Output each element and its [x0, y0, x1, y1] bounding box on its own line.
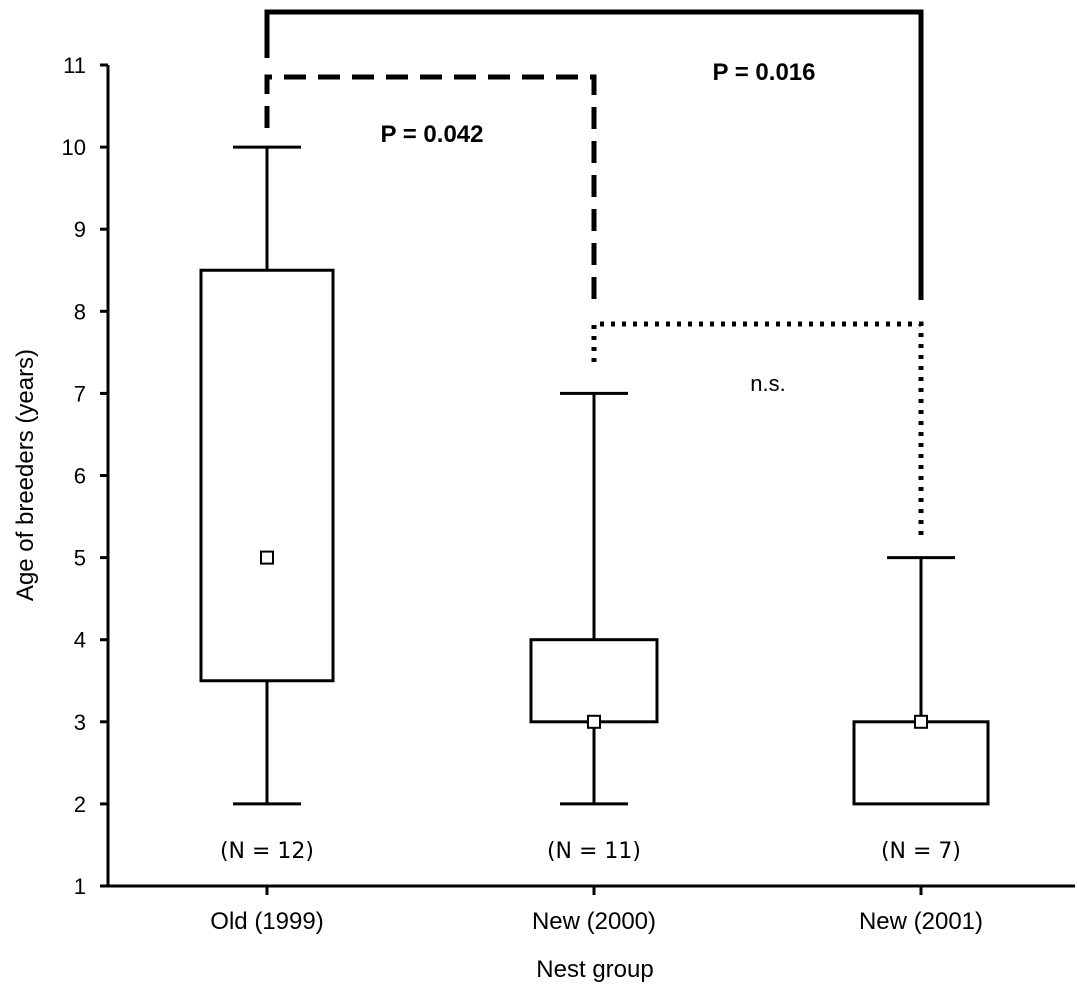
- y-tick-label: 8: [74, 299, 86, 324]
- iqr-box: [199, 268, 335, 683]
- y-tick-label: 1: [74, 874, 86, 899]
- y-tick-label: 6: [74, 464, 86, 489]
- box-1: (N = 12): [199, 145, 335, 864]
- x-tick-label: New (2000): [532, 908, 656, 935]
- y-tick-label: 5: [74, 546, 86, 571]
- iqr-box: [529, 638, 659, 724]
- ns-label: n.s.: [750, 371, 785, 396]
- median-marker: [587, 714, 601, 729]
- sample-size-label: (N = 11): [547, 839, 641, 864]
- y-tick-label: 4: [74, 628, 86, 653]
- box-2: (N = 11): [529, 391, 659, 864]
- y-ticks: 1 2 3 4 5 6 7 8 9 10 11: [62, 53, 108, 899]
- bracket-dotted: [591, 321, 924, 540]
- comparison-brackets: P = 0.016 P = 0.042 n.s.: [264, 9, 924, 540]
- y-tick-label: 11: [63, 53, 86, 78]
- bracket-solid: [264, 9, 924, 300]
- boxes: (N = 12) (N = 11) (N = 7): [199, 145, 990, 864]
- median-marker: [914, 714, 928, 729]
- y-tick-label: 2: [74, 792, 86, 817]
- x-axis-title: Nest group: [536, 956, 653, 983]
- sample-size-label: (N = 12): [220, 839, 314, 864]
- y-tick-label: 3: [74, 710, 86, 735]
- x-tick-label: New (2001): [859, 908, 983, 935]
- x-ticks: Old (1999) New (2000) New (2001): [210, 886, 983, 935]
- box-3: (N = 7): [852, 556, 990, 864]
- sample-size-label: (N = 7): [881, 839, 961, 864]
- y-tick-label: 10: [62, 135, 86, 160]
- iqr-box: [852, 720, 990, 806]
- y-tick-label: 7: [74, 381, 86, 406]
- y-axis-title: Age of breeders (years): [12, 349, 39, 601]
- x-tick-label: Old (1999): [210, 908, 323, 935]
- y-tick-label: 9: [74, 217, 86, 242]
- bracket-dashed: [264, 74, 597, 308]
- p-value-label: P = 0.042: [381, 121, 484, 148]
- p-value-label: P = 0.016: [713, 59, 816, 86]
- median-marker: [260, 550, 274, 565]
